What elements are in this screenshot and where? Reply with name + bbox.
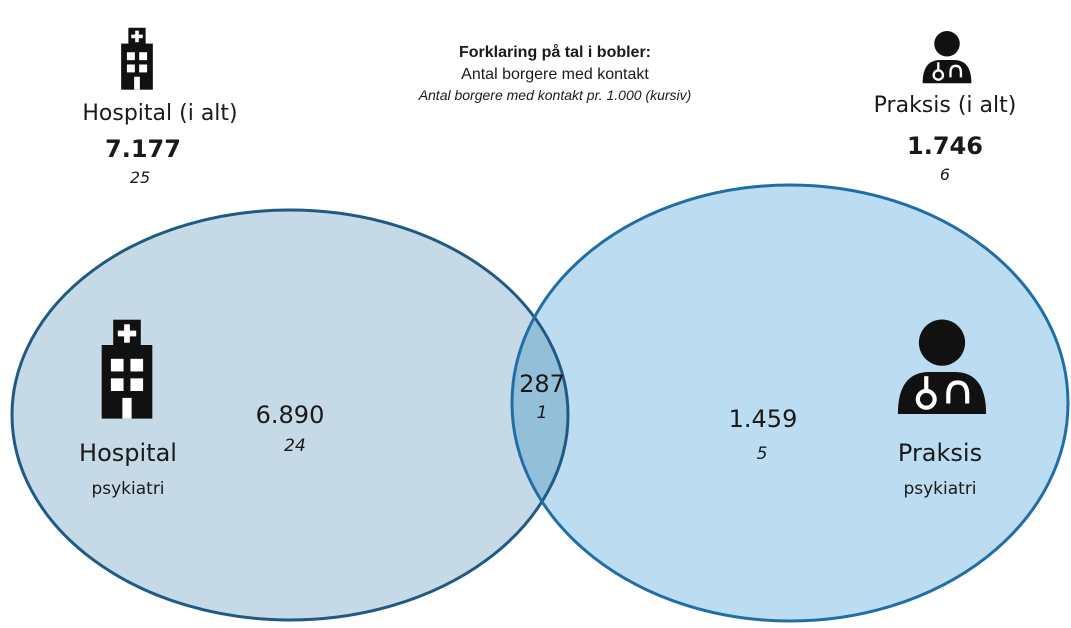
- praksis-circle: [512, 185, 1068, 621]
- hospital-total-label: Hospital (i alt): [82, 101, 237, 126]
- praksis-total-label: Praksis (i alt): [874, 93, 1017, 118]
- hospital-outline: [10, 208, 570, 622]
- praksis-region-rate: 5: [757, 444, 768, 464]
- praksis-outline: [510, 183, 1070, 623]
- praksis-region-label: Praksis: [898, 439, 982, 467]
- overlap-rate: 1: [537, 403, 548, 423]
- legend-line1: Antal borgere med kontakt: [461, 66, 649, 83]
- praksis-icon: [921, 29, 973, 85]
- praksis-region-sublabel: psykiatri: [903, 479, 976, 499]
- praksis-total-count: 1.746: [907, 132, 983, 160]
- hospital-circle: [12, 210, 568, 620]
- praksis-total-rate: 6: [940, 165, 950, 184]
- hospital-total-rate: 25: [130, 168, 150, 187]
- legend-title: Forklaring på tal i bobler:: [459, 43, 651, 61]
- overlap-count: 287: [519, 370, 565, 398]
- praksis-region-count: 1.459: [729, 405, 798, 433]
- hospital-region-rate: 24: [284, 436, 306, 456]
- hospital-total-count: 7.177: [105, 135, 181, 163]
- hospital-region-count: 6.890: [256, 401, 325, 429]
- hospital-region-label: Hospital: [79, 439, 177, 467]
- legend-line2: Antal borgere med kontakt pr. 1.000 (kur…: [418, 87, 692, 103]
- hospital-region-sublabel: psykiatri: [91, 479, 164, 499]
- hospital-icon: [121, 27, 153, 90]
